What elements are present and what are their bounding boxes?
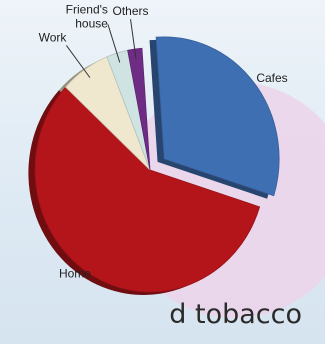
slice-label-cafes: Cafes bbox=[256, 71, 287, 85]
pie-slice-home bbox=[34, 86, 261, 293]
leader-line-friend-s-house bbox=[107, 24, 121, 63]
slice-label-friend-s-house: Friend's house bbox=[66, 2, 109, 30]
leader-line-others bbox=[130, 19, 137, 59]
slice-label-others: Others bbox=[113, 4, 149, 18]
pie-slice-cafes bbox=[155, 36, 280, 197]
leader-line-work bbox=[66, 45, 91, 78]
slice-label-home: Home bbox=[59, 267, 91, 281]
slice-label-work: Work bbox=[39, 30, 68, 44]
footer-text: d tobacco bbox=[169, 299, 302, 330]
pie-slices bbox=[28, 36, 280, 296]
